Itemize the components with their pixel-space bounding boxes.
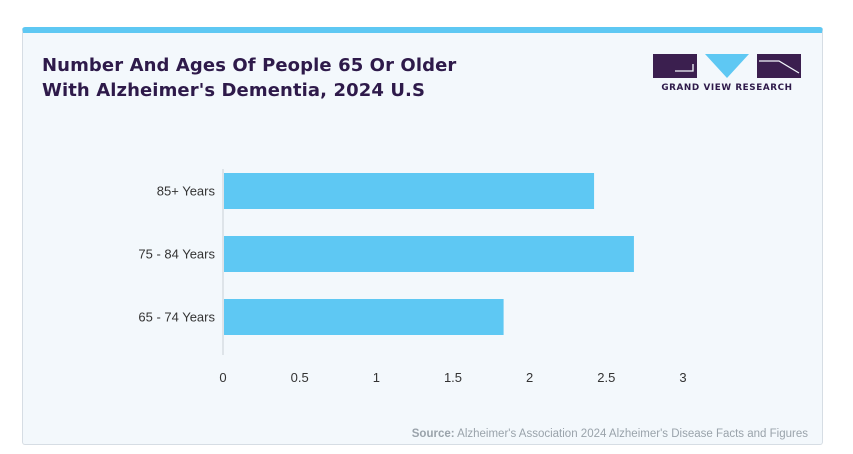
- brand-name: GRAND VIEW RESEARCH: [661, 83, 793, 93]
- chart-card: Number And Ages Of People 65 Or Older Wi…: [22, 27, 823, 445]
- logo-block-left: [653, 54, 697, 78]
- y-tick-label-3: 65 - 74 Years: [138, 310, 215, 325]
- logo-line-right: [759, 60, 800, 74]
- bar-3: [224, 299, 504, 335]
- brand-logo-mark: [653, 54, 801, 78]
- logo-line-left: [675, 64, 694, 72]
- x-tick-label-2: 0.5: [291, 370, 309, 385]
- y-tick-label-2: 75 - 84 Years: [138, 247, 215, 262]
- x-tick-label-4: 1.5: [444, 370, 462, 385]
- bar-chart: 85+ Years 75 - 84 Years 65 - 74 Years 0 0.5 1…: [138, 169, 687, 385]
- x-tick-label-1: 0: [219, 370, 226, 385]
- logo-block-right: [757, 54, 801, 78]
- chart-title-line-1: Number And Ages Of People 65 Or Older: [42, 55, 457, 76]
- logo-triangle: [705, 54, 749, 78]
- chart-title-line-2: With Alzheimer's Dementia, 2024 U.S: [42, 80, 426, 101]
- source-label: Source:: [411, 428, 455, 440]
- source-note: Source: Alzheimer's Association 2024 Alz…: [412, 428, 808, 440]
- bar-1: [224, 173, 595, 209]
- x-tick-label-5: 2: [526, 370, 533, 385]
- y-tick-label-1: 85+ Years: [157, 184, 216, 199]
- brand-logo: GRAND VIEW RESEARCH: [653, 51, 803, 101]
- chart-title: Number And Ages Of People 65 Or Older Wi…: [42, 53, 456, 103]
- bar-2: [224, 236, 634, 272]
- x-tick-label-6: 2.5: [597, 370, 615, 385]
- x-tick-label-7: 3: [679, 370, 686, 385]
- source-text: Alzheimer's Association 2024 Alzheimer's…: [457, 428, 808, 440]
- x-tick-label-3: 1: [373, 370, 380, 385]
